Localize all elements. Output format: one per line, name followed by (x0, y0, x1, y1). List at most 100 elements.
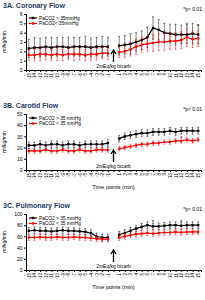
marker (129, 234, 132, 237)
error-bar (84, 149, 86, 153)
error-bar (135, 143, 137, 147)
x-tick-mark (51, 270, 52, 272)
y-tick: 80 (17, 222, 26, 228)
marker (33, 54, 36, 57)
y-tick: 0 (20, 267, 26, 273)
error-bar (33, 149, 35, 153)
error-bar (33, 49, 35, 60)
error-bar (90, 235, 92, 241)
error-bar (152, 231, 154, 237)
series-line (29, 28, 198, 49)
x-tick-label: 8 (157, 273, 162, 276)
error-bar (73, 141, 75, 148)
legend-swatch (29, 217, 37, 218)
error-bar (84, 49, 86, 60)
y-tick-mark (24, 23, 26, 24)
y-tick: 0 (20, 67, 26, 73)
error-bar (28, 39, 30, 58)
marker (186, 36, 189, 39)
error-bar (118, 135, 120, 142)
marker (61, 54, 64, 57)
x-axis-line (27, 71, 202, 73)
error-bar (79, 235, 81, 241)
error-bar (175, 33, 177, 50)
legend-marker (32, 117, 34, 119)
series-line (29, 232, 198, 239)
y-axis: 0123456 (20, 11, 27, 73)
y-tick-label: 100 (14, 211, 23, 217)
x-tick: -10 (55, 270, 60, 280)
y-tick-label: 3 (20, 39, 23, 45)
x-tick: 5 (140, 270, 145, 276)
error-bar (67, 49, 69, 60)
x-tick: -3 (95, 170, 100, 177)
error-bar (45, 148, 47, 152)
x-tick-label: -9 (61, 273, 66, 277)
x-tick: -8 (66, 170, 71, 177)
marker (163, 231, 166, 234)
marker (135, 144, 138, 147)
marker (140, 143, 143, 146)
x-tick-label: 2 (123, 273, 128, 276)
y-tick: 10 (17, 156, 26, 162)
x-axis-title: Time points (min) (92, 184, 134, 190)
error-bar (175, 129, 177, 136)
marker (39, 150, 42, 153)
y-tick: 6 (20, 11, 26, 17)
marker (95, 149, 98, 152)
x-tick-label: -6 (78, 173, 83, 177)
x-tick-label: -5 (83, 173, 88, 177)
error-bar (175, 139, 177, 143)
error-bar (158, 141, 160, 145)
x-tick-mark (187, 70, 188, 72)
error-bar (101, 36, 103, 57)
x-tick-mark (80, 170, 81, 172)
x-tick-mark (170, 270, 171, 272)
error-bar (192, 127, 194, 134)
x-tick-mark (114, 170, 115, 172)
error-bar (96, 141, 98, 148)
legend-marker (32, 22, 35, 25)
error-bar (101, 141, 103, 148)
x-tick-mark (74, 170, 75, 172)
y-tick-mark (24, 270, 26, 271)
marker (169, 40, 172, 43)
x-tick: -4 (89, 270, 94, 277)
x-tick-label: -7 (72, 73, 77, 77)
marker (78, 144, 80, 146)
error-bar (67, 235, 69, 241)
marker (157, 131, 159, 133)
error-bar (45, 37, 47, 56)
error-bar (73, 234, 75, 240)
event-arrow (111, 250, 116, 262)
marker (95, 53, 98, 56)
x-tick-label: -5 (83, 73, 88, 77)
x-tick-label: 1 (117, 273, 122, 276)
x-tick: -12 (44, 270, 49, 280)
error-bar (118, 47, 120, 58)
x-tick-label: 13 (185, 73, 190, 79)
title: 3C. Pulmonary Flow (3, 202, 70, 210)
error-bar (118, 235, 120, 241)
x-tick-label: -4 (89, 73, 94, 77)
error-bar (90, 149, 92, 153)
error-bar (56, 149, 58, 153)
annotation: * (197, 23, 200, 29)
error-bar (129, 144, 131, 148)
x-tick-label: -2 (100, 173, 105, 177)
x-tick-mark (68, 170, 69, 172)
x-tick: 10 (168, 70, 173, 78)
plot-marks (28, 222, 200, 242)
y-axis-title: ml/kg/min (1, 231, 7, 253)
x-tick-label: -8 (66, 173, 71, 177)
legend-swatch (29, 223, 37, 224)
x-tick: -12 (44, 170, 49, 180)
error-bar (186, 127, 188, 134)
marker (186, 138, 189, 141)
error-bar (186, 222, 188, 229)
marker (163, 41, 166, 44)
marker (73, 150, 76, 153)
x-tick: -13 (38, 270, 43, 280)
marker (124, 135, 126, 137)
x-tick-label: -12 (44, 73, 49, 80)
